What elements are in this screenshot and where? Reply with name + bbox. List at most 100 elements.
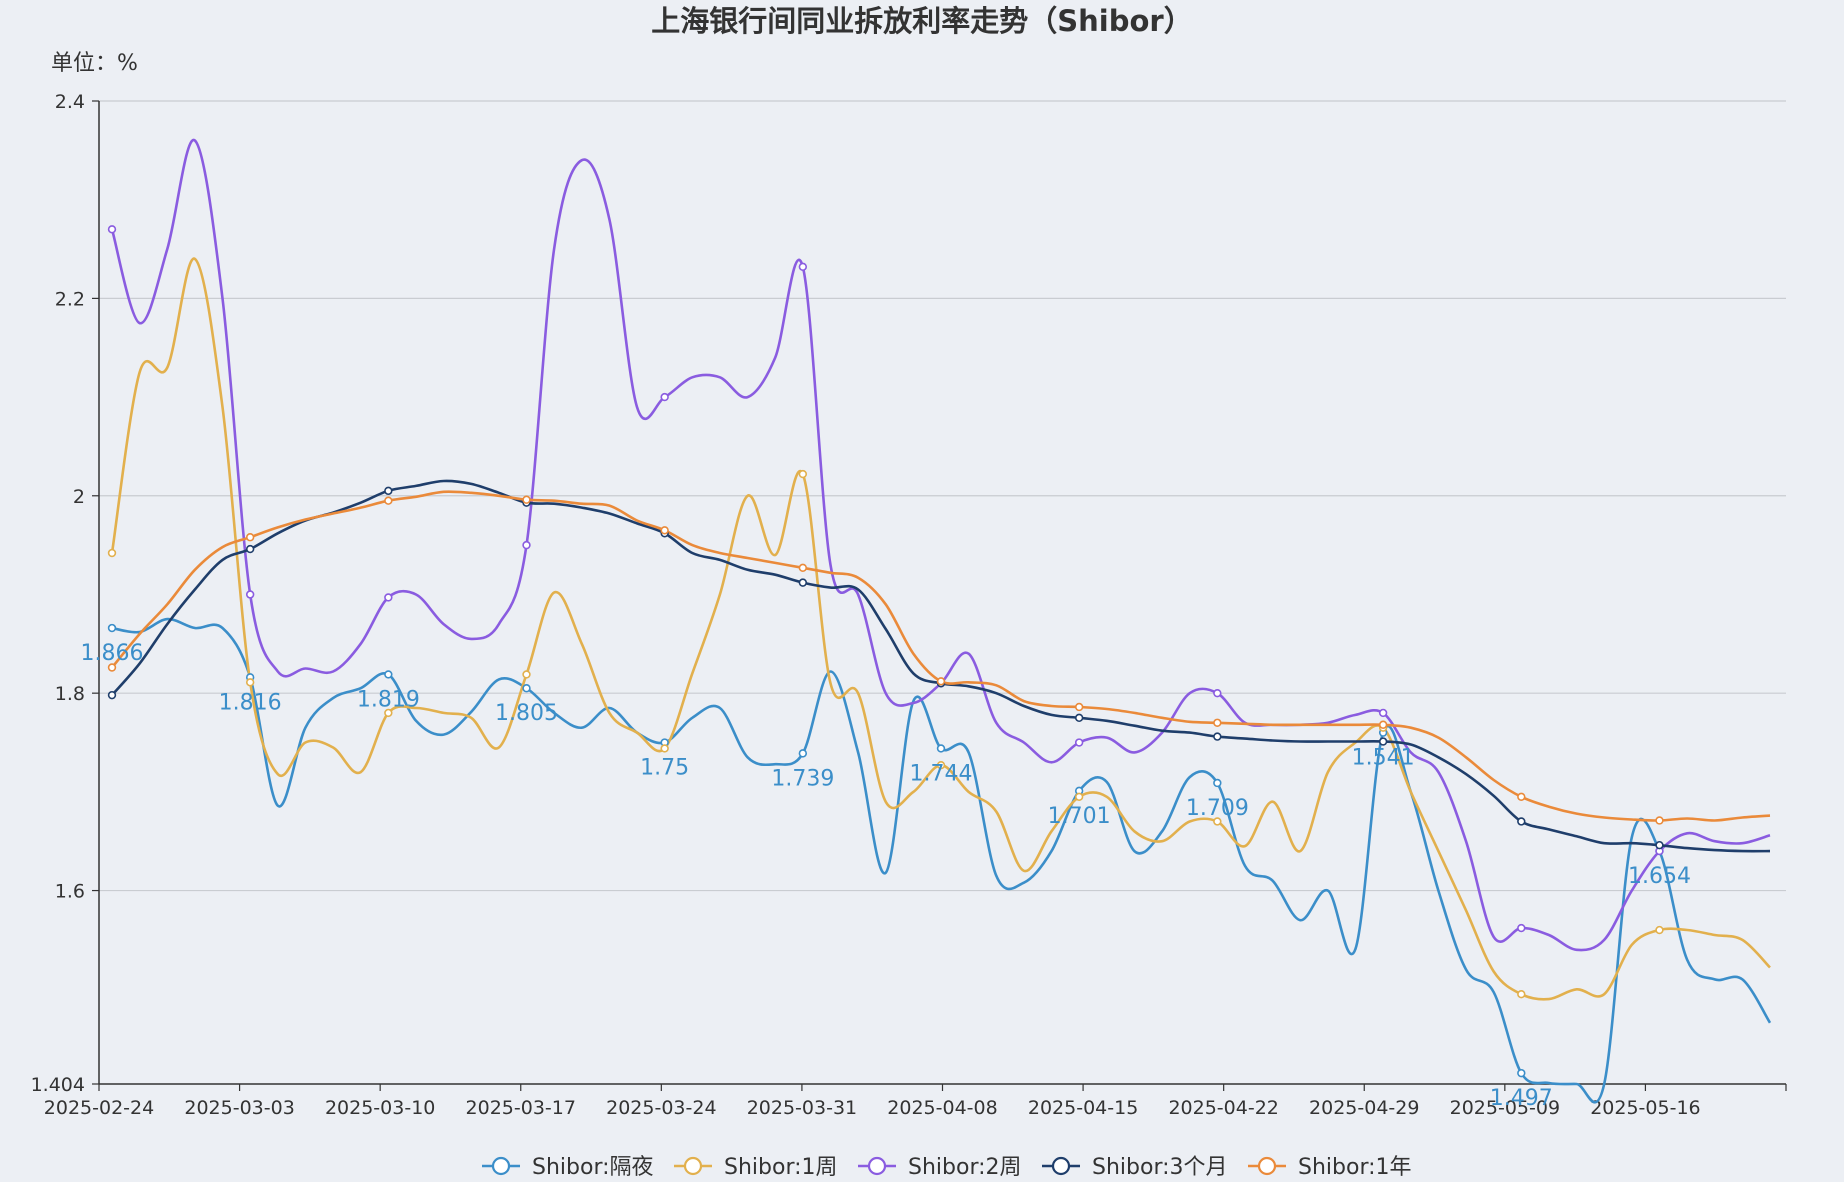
data-point[interactable] <box>1655 840 1664 850</box>
legend-swatch-marker <box>683 1156 703 1176</box>
legend-label: Shibor:1周 <box>724 1155 838 1180</box>
legend-label: Shibor:隔夜 <box>532 1155 654 1180</box>
data-point[interactable] <box>1517 817 1526 826</box>
data-point[interactable] <box>1517 792 1526 801</box>
data-point[interactable] <box>1213 778 1222 788</box>
legend[interactable]: Shibor:隔夜 Shibor:1周 Shibor:2周 Shibor:3个月 Shi… <box>482 1155 1412 1180</box>
data-labels: 1.866 1.816 1.819 1.805 1.75 1.739 1.744 1.701 1… <box>81 641 1691 1111</box>
data-point[interactable] <box>798 469 808 479</box>
data-point[interactable] <box>1655 925 1664 935</box>
data-point[interactable] <box>1378 708 1388 718</box>
data-label: 1.701 <box>1048 804 1111 829</box>
data-point[interactable] <box>1074 792 1084 801</box>
legend-item-3[interactable]: Shibor:3个月 <box>1042 1155 1228 1180</box>
data-label: 1.709 <box>1186 796 1249 821</box>
y-tick-label: 1.8 <box>55 683 85 705</box>
data-point[interactable] <box>1378 720 1388 729</box>
data-point[interactable] <box>1074 713 1084 723</box>
data-point[interactable] <box>1378 737 1388 746</box>
data-point[interactable] <box>1074 738 1084 747</box>
data-point[interactable] <box>1517 1068 1526 1078</box>
data-point[interactable] <box>798 749 808 758</box>
data-point[interactable] <box>522 684 531 693</box>
y-tick-label: 2.2 <box>55 288 85 310</box>
data-point[interactable] <box>936 761 946 770</box>
data-point[interactable] <box>1213 688 1222 698</box>
data-point[interactable] <box>1655 816 1664 825</box>
data-point[interactable] <box>660 392 669 402</box>
data-point[interactable] <box>245 544 255 554</box>
x-tick-label: 2025-05-09 <box>1450 1097 1560 1119</box>
data-label: 1.805 <box>495 701 558 726</box>
data-label: 1.819 <box>357 687 420 712</box>
data-point[interactable] <box>1517 989 1526 999</box>
x-tick-label: 2025-03-31 <box>747 1097 857 1119</box>
data-point[interactable] <box>107 663 117 672</box>
data-markers <box>107 225 1664 1078</box>
x-tick-label: 2025-02-24 <box>44 1097 154 1119</box>
data-point[interactable] <box>384 486 393 496</box>
data-point[interactable] <box>522 540 531 550</box>
data-label: 1.654 <box>1628 864 1691 889</box>
data-label: 1.744 <box>910 761 973 786</box>
data-label: 1.75 <box>640 756 689 781</box>
x-tick-label: 2025-03-03 <box>184 1097 294 1119</box>
data-point[interactable] <box>245 533 255 542</box>
data-label: 1.541 <box>1352 746 1415 771</box>
data-point[interactable] <box>798 563 808 573</box>
unit-label: 单位：% <box>51 51 138 76</box>
y-tick-label: 2.4 <box>55 91 85 113</box>
legend-swatch-marker <box>867 1156 887 1176</box>
series-line-1 <box>110 257 1771 1001</box>
x-tick-label: 2025-04-29 <box>1309 1097 1419 1119</box>
y-tick-label: 2 <box>73 486 85 508</box>
series-line-2 <box>110 139 1771 952</box>
data-point[interactable] <box>522 495 531 504</box>
x-tick-label: 2025-03-10 <box>325 1097 435 1119</box>
data-point[interactable] <box>384 670 393 679</box>
legend-item-4[interactable]: Shibor:1年 <box>1248 1155 1412 1180</box>
data-point[interactable] <box>1074 702 1084 712</box>
data-point[interactable] <box>936 744 946 753</box>
data-point[interactable] <box>798 262 808 272</box>
data-point[interactable] <box>384 593 393 602</box>
data-point[interactable] <box>660 744 669 753</box>
legend-item-0[interactable]: Shibor:隔夜 <box>482 1155 654 1180</box>
y-tick-label: 1.6 <box>55 881 85 903</box>
legend-label: Shibor:3个月 <box>1092 1155 1228 1180</box>
data-point[interactable] <box>1213 817 1222 826</box>
data-point[interactable] <box>107 623 117 633</box>
legend-swatch-marker <box>491 1156 511 1176</box>
data-point[interactable] <box>660 526 669 535</box>
legend-label: Shibor:1年 <box>1298 1155 1412 1180</box>
series-line-0 <box>111 617 1772 1104</box>
data-point[interactable] <box>1517 923 1526 933</box>
data-point[interactable] <box>798 578 808 587</box>
data-point[interactable] <box>522 670 531 679</box>
y-tick-label: 1.404 <box>31 1074 85 1096</box>
legend-swatch-marker <box>1257 1156 1277 1176</box>
data-point[interactable] <box>107 690 117 700</box>
x-tick-label: 2025-04-15 <box>1028 1097 1138 1119</box>
data-point[interactable] <box>107 225 117 234</box>
legend-item-1[interactable]: Shibor:1周 <box>674 1155 838 1180</box>
x-tick-label: 2025-04-22 <box>1168 1097 1278 1119</box>
data-label: 1.497 <box>1490 1086 1553 1111</box>
x-tick-label: 2025-05-16 <box>1590 1097 1700 1119</box>
data-point[interactable] <box>245 678 255 687</box>
data-point[interactable] <box>245 590 255 599</box>
data-point[interactable] <box>107 548 117 558</box>
data-label: 1.739 <box>771 766 834 791</box>
legend-item-2[interactable]: Shibor:2周 <box>858 1155 1022 1180</box>
data-point[interactable] <box>936 677 946 686</box>
data-point[interactable] <box>1213 732 1222 741</box>
data-point[interactable] <box>384 496 393 505</box>
legend-swatch-marker <box>1051 1156 1071 1176</box>
data-point[interactable] <box>384 708 393 718</box>
data-point[interactable] <box>1213 718 1222 727</box>
x-tick-label: 2025-03-24 <box>606 1097 716 1119</box>
grid-lines <box>99 100 1786 892</box>
